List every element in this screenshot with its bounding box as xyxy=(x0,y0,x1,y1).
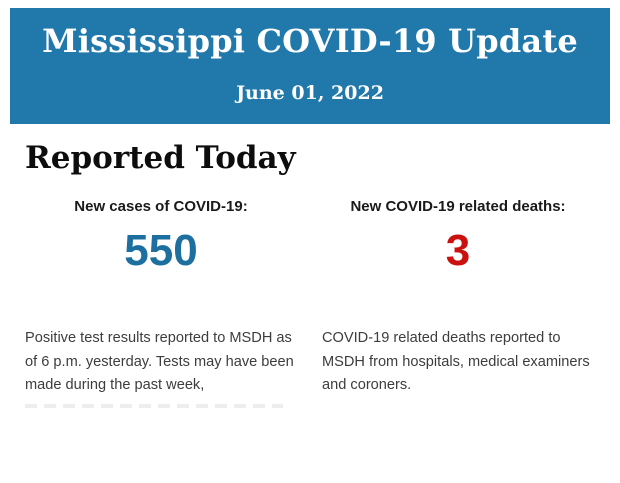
covid-update-page: Mississippi COVID-19 Update June 01, 202… xyxy=(0,8,620,483)
new-deaths-description: COVID-19 related deaths reported to MSDH… xyxy=(322,327,594,408)
report-date: June 01, 2022 xyxy=(236,82,384,104)
new-cases-value: 550 xyxy=(124,226,198,275)
descriptions-row: Positive test results reported to MSDH a… xyxy=(25,327,597,408)
section-heading: Reported Today xyxy=(25,140,296,176)
new-deaths-value: 3 xyxy=(445,226,471,275)
report-body: Reported Today New cases of COVID-19: 55… xyxy=(0,124,620,408)
header-banner: Mississippi COVID-19 Update June 01, 202… xyxy=(10,8,610,124)
page-title: Mississippi COVID-19 Update xyxy=(42,22,578,60)
new-cases-description: Positive test results reported to MSDH a… xyxy=(25,327,297,408)
clipped-text-artifact xyxy=(25,403,283,408)
new-deaths-description-text: COVID-19 related deaths reported to MSDH… xyxy=(322,330,590,394)
stat-new-cases: New cases of COVID-19: 550 xyxy=(25,198,297,273)
stat-new-deaths: New COVID-19 related deaths: 3 xyxy=(322,198,594,273)
new-cases-label: New cases of COVID-19: xyxy=(74,198,248,215)
new-deaths-label: New COVID-19 related deaths: xyxy=(350,198,566,215)
stats-row: New cases of COVID-19: 550 New COVID-19 … xyxy=(25,198,597,273)
new-cases-description-text: Positive test results reported to MSDH a… xyxy=(25,330,294,394)
